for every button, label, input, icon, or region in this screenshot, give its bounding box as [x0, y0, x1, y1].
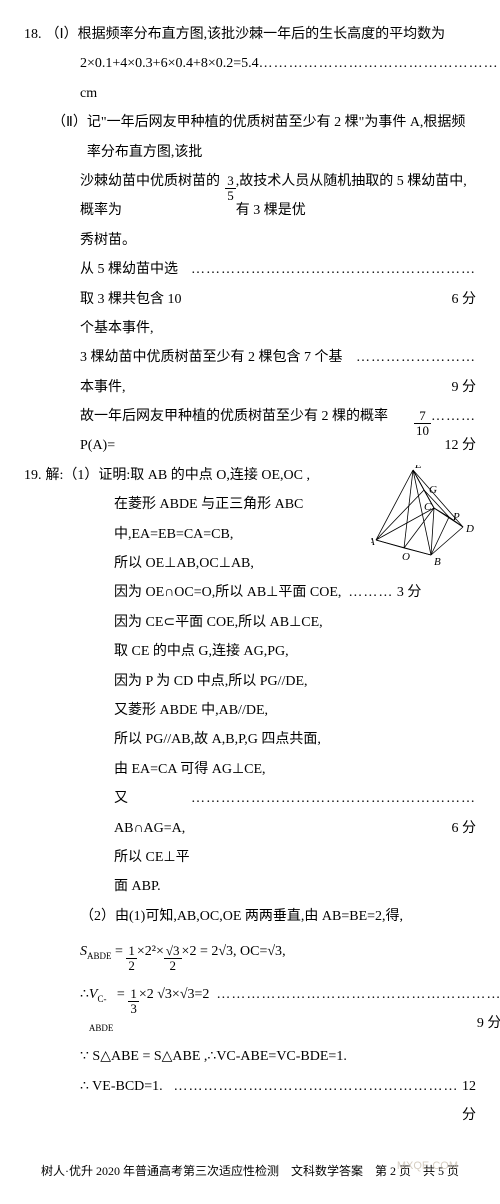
q19-l3: 因为 OE∩OC=O,所以 AB⊥平面 COE, ……… 3 分	[24, 578, 476, 607]
q18-part2-b1: 沙棘幼苗中优质树苗的概率为	[80, 167, 225, 226]
q18-line9: 3 棵幼苗中优质树苗至少有 2 棵包含 7 个基本事件, …………………… 9 …	[24, 343, 476, 402]
geometry-figure: E GC PD A O B	[371, 465, 476, 565]
svg-text:B: B	[434, 556, 441, 565]
q19-calc2: ∴ VC-ABDE = 13 ×2 √3 × √3 =2 ………………………………	[24, 980, 476, 1039]
q18-line12-text: 故一年后网友甲种植的优质树苗至少有 2 棵的概率 P(A)=	[80, 402, 414, 461]
page-footer: 树人·优升 2020 年普通高考第三次适应性检测 文科数学答案 第 2 页 共 …	[24, 1159, 476, 1184]
q19-l8: 所以 PG//AB,故 A,B,P,G 四点共面,	[24, 725, 476, 754]
dots: ……… 3 分	[341, 578, 421, 607]
q19-intro: 19. 解:（1）证明:取 AB 的中点 O,连接 OE,OC ,	[24, 461, 363, 490]
q18-part2-line1: （Ⅱ） 记"一年后网友甲种植的优质树苗至少有 2 棵"为事件 A,根据频率分布直…	[24, 108, 476, 167]
q19-part2-intro: （2）由(1)可知,AB,OC,OE 两两垂直,由 AB=BE=2,得,	[24, 902, 476, 931]
q18-line6-text: 从 5 棵幼苗中选取 3 棵共包含 10 个基本事件,	[80, 255, 191, 343]
dots: ……… 12 分	[431, 402, 476, 461]
dots: ………………………………………………… 12 分	[163, 1072, 476, 1131]
dots: …………………… 9 分	[356, 343, 476, 402]
q19-number: 19.	[24, 461, 42, 490]
q18-part1-text: 根据频率分布直方图,该批沙棘一年后的生长高度的平均数为	[78, 20, 476, 49]
q18-line12: 故一年后网友甲种植的优质树苗至少有 2 棵的概率 P(A)= 710 ……… 1…	[24, 402, 476, 461]
frac-half: 12	[126, 944, 137, 974]
dots: ………………………………………………… 9 分	[209, 980, 500, 1039]
q19-l9: 由 EA=CA 可得 AG⊥CE,	[24, 755, 476, 784]
q18-calc-row: 2×0.1+4×0.3+6×0.4+8×0.2=5.4 cm …………………………	[24, 49, 476, 108]
dots: ………………………………………………… 6 分	[191, 784, 476, 843]
dots: ………………………………………………… 3 分	[259, 49, 500, 108]
frac-7-10: 710	[414, 409, 431, 439]
q19-l6: 因为 P 为 CD 中点,所以 PG//DE,	[24, 667, 476, 696]
q18-part2-line3: 秀树苗。	[24, 226, 476, 255]
q19-intro-text: 解:（1）证明:取 AB 的中点 O,连接 OE,OC ,	[46, 461, 364, 490]
score-12: 12 分	[462, 1079, 476, 1123]
S-abde: SABDE	[80, 937, 112, 966]
svg-text:P: P	[452, 511, 460, 523]
q19-l10: 又 AB∩AG=A,所以 CE⊥平面 ABP. ……………………………………………	[24, 784, 476, 902]
score-12: 12 分	[445, 438, 477, 453]
q18-number: 18.	[24, 20, 42, 49]
q18-line9-text: 3 棵幼苗中优质树苗至少有 2 棵包含 7 个基本事件,	[80, 343, 356, 402]
score-9: 9 分	[452, 380, 477, 395]
q19-l5: 取 CE 的中点 G,连接 AG,PG,	[24, 637, 476, 666]
q19-calc3: ∵ S△ABE = S△ABE ,∴VC-ABE=VC-BDE=1.	[24, 1042, 476, 1071]
q18-part2-label: （Ⅱ）	[52, 108, 87, 137]
q18-part2-b2: ,故技术人员从随机抽取的 5 棵幼苗中,有 3 棵是优	[236, 167, 476, 226]
svg-text:C: C	[424, 501, 432, 513]
frac-sqrt3-2: √32	[164, 944, 182, 974]
q18-part2-line2: 沙棘幼苗中优质树苗的概率为 35 ,故技术人员从随机抽取的 5 棵幼苗中,有 3…	[24, 167, 476, 226]
svg-text:E: E	[414, 465, 422, 471]
svg-text:D: D	[465, 523, 474, 535]
q19-calc4: ∴ VE-BCD=1. ………………………………………………… 12 分	[24, 1072, 476, 1131]
score-6: 6 分	[452, 292, 477, 307]
q18-part1-label: （Ⅰ）	[46, 20, 78, 49]
q19-l7: 又菱形 ABDE 中,AB//DE,	[24, 696, 476, 725]
svg-text:O: O	[402, 551, 410, 563]
dots: ………………………………………………… 6 分	[191, 255, 476, 314]
q18-calc: 2×0.1+4×0.3+6×0.4+8×0.2=5.4 cm	[80, 49, 259, 108]
score-9: 9 分	[477, 1016, 500, 1031]
svg-text:G: G	[429, 484, 437, 496]
svg-text:A: A	[371, 536, 375, 548]
q19-calc1: SABDE = 12 ×2²× √32 ×2 = 2 √3 , OC= √3 ,	[24, 937, 476, 974]
q19-l3-text: 因为 OE∩OC=O,所以 AB⊥平面 COE,	[114, 578, 341, 607]
q19-l4: 因为 CE⊂平面 COE,所以 AB⊥CE,	[24, 608, 476, 637]
score-6: 6 分	[452, 821, 477, 836]
score-3: 3 分	[397, 585, 422, 600]
V-cabde: VC-ABDE	[89, 980, 114, 1039]
q18-part1: 18. （Ⅰ） 根据频率分布直方图,该批沙棘一年后的生长高度的平均数为	[24, 20, 476, 49]
q18-line6: 从 5 棵幼苗中选取 3 棵共包含 10 个基本事件, …………………………………	[24, 255, 476, 343]
q18-part2-a: 记"一年后网友甲种植的优质树苗至少有 2 棵"为事件 A,根据频率分布直方图,该…	[87, 108, 476, 167]
frac-third: 13	[128, 987, 139, 1017]
frac-3-5: 35	[225, 174, 236, 204]
q19-l10-text: 又 AB∩AG=A,所以 CE⊥平面 ABP.	[114, 784, 191, 902]
